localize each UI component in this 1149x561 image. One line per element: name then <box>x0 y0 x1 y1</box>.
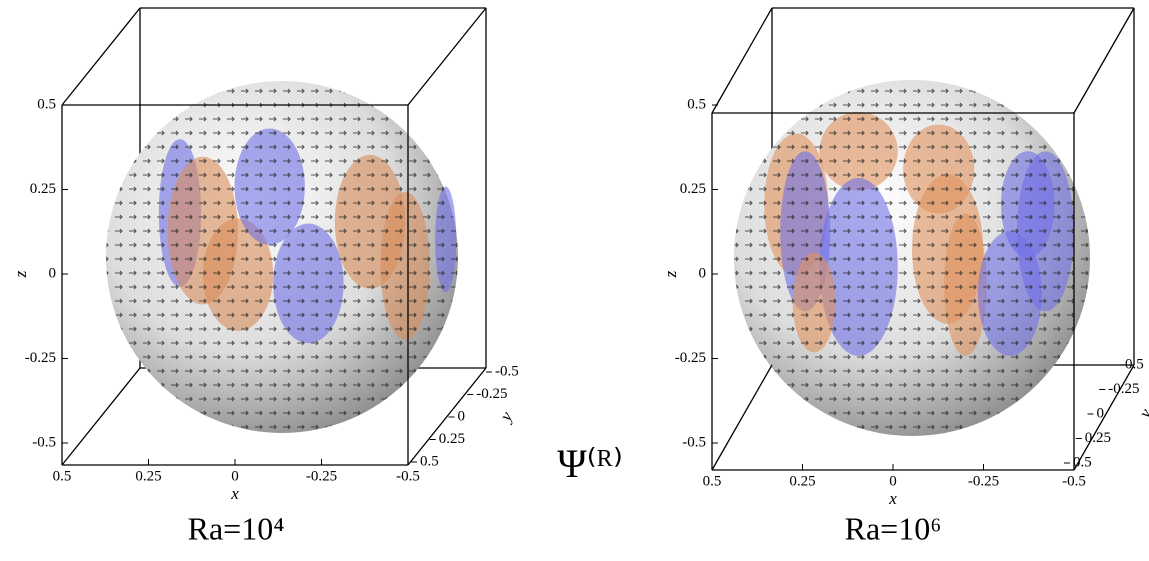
z-tick-label: -0.25 <box>25 350 56 366</box>
box-edge <box>62 8 140 105</box>
z-tick-label: 0.5 <box>687 96 706 112</box>
y-tick-label: 0.25 <box>439 431 465 447</box>
y-tick-label: -0.5 <box>495 363 519 379</box>
x-tick-label: 0.5 <box>703 473 722 489</box>
box-edge <box>712 8 772 113</box>
y-tick-label: 0.5 <box>1073 454 1092 470</box>
z-tick-label: -0.25 <box>675 350 706 366</box>
x-tick-label: 0.25 <box>135 468 161 484</box>
y-tick-label: 0 <box>458 408 466 424</box>
z-axis-label: z <box>661 270 680 278</box>
x-tick-label: -0.25 <box>306 468 337 484</box>
x-tick-label: 0 <box>889 473 897 489</box>
y-tick-label: 0 <box>1097 405 1105 421</box>
y-tick-label: -0.5 <box>1120 356 1144 372</box>
velocity-arrows <box>734 80 1090 436</box>
annotation: Ψ⁽ᴿ⁾ <box>557 441 623 486</box>
x-axis-label: x <box>888 489 897 508</box>
chart-title: Ra=10⁴ <box>188 510 285 546</box>
x-tick-label: -0.5 <box>1062 473 1086 489</box>
z-tick-label: 0.5 <box>37 96 56 112</box>
z-tick-label: -0.5 <box>682 434 706 450</box>
z-axis-label: z <box>11 270 30 278</box>
velocity-arrows <box>106 81 458 433</box>
y-tick-label: 0.25 <box>1085 430 1111 446</box>
x-tick-label: 0.25 <box>789 473 815 489</box>
y-axis-label: y <box>1134 405 1149 423</box>
figure: Ψ⁽ᴿ⁾ 0.50.250-0.25-0.50.50.250-0.25-0.5-… <box>0 0 1149 556</box>
z-tick-label: -0.5 <box>32 434 56 450</box>
y-tick-label: -0.25 <box>1108 381 1139 397</box>
x-tick-label: 0 <box>231 468 239 484</box>
box-edge <box>62 368 140 465</box>
x-tick-label: -0.5 <box>396 468 420 484</box>
y-axis-label: y <box>495 408 516 426</box>
box-edge <box>712 365 772 470</box>
z-tick-label: 0 <box>699 265 707 281</box>
x-tick-label: -0.25 <box>968 473 999 489</box>
box-edge <box>408 368 486 465</box>
box-edge <box>1074 8 1134 113</box>
x-tick-label: 0.5 <box>53 468 72 484</box>
box-edge <box>408 8 486 105</box>
y-tick-label: 0.5 <box>420 453 439 469</box>
x-axis-label: x <box>230 484 239 503</box>
y-tick-label: -0.25 <box>476 386 507 402</box>
z-tick-label: 0 <box>49 265 57 281</box>
z-tick-label: 0.25 <box>30 181 56 197</box>
chart-title: Ra=10⁶ <box>845 510 942 546</box>
z-tick-label: 0.25 <box>680 181 706 197</box>
